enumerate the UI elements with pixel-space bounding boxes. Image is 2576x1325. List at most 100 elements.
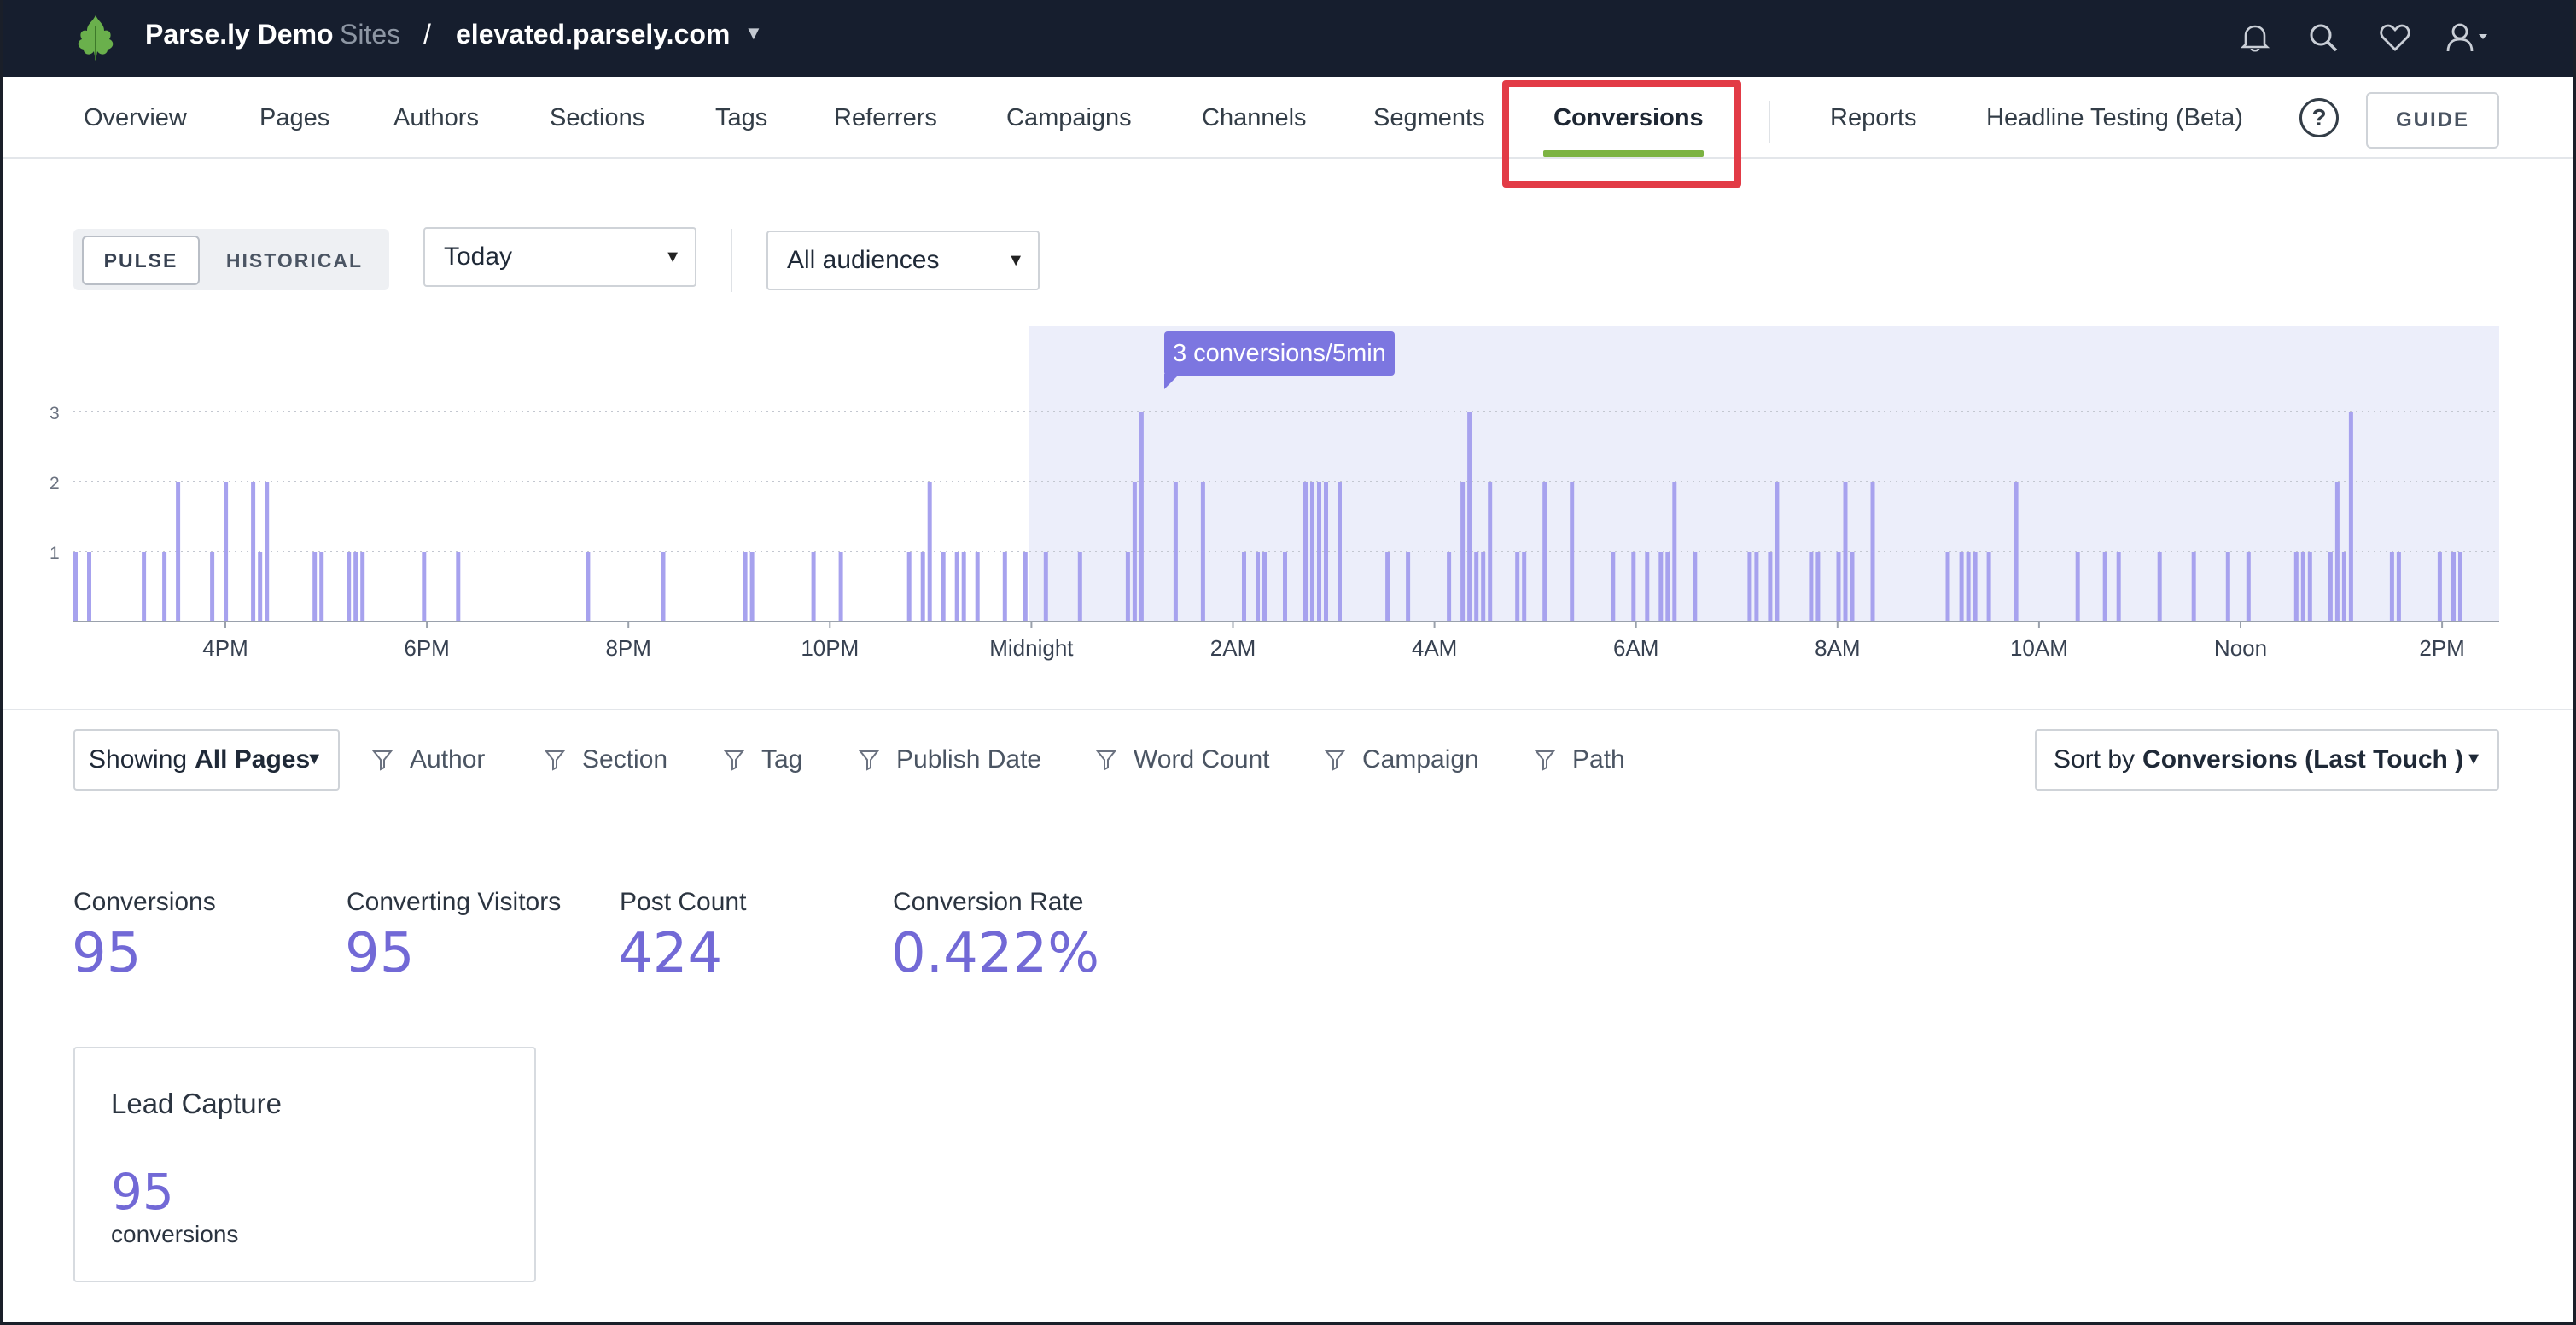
x-tick-label: 10AM — [2010, 635, 2068, 661]
nav-conversions[interactable]: Conversions — [1553, 104, 1704, 131]
highlight-box — [1502, 80, 1741, 188]
filter-icon — [1325, 750, 1345, 771]
site-selector[interactable]: elevated.parsely.com — [456, 19, 731, 50]
chart-bar — [2348, 412, 2353, 622]
tooltip-pointer — [1164, 374, 1180, 389]
active-tab-indicator — [1543, 150, 1704, 157]
metric-conversions-label: Conversions — [73, 888, 216, 916]
chart-bar — [1611, 552, 1616, 622]
sort-value: Conversions (Last Touch ) — [2142, 745, 2464, 773]
chart-bar — [1966, 552, 1971, 622]
chart-bar — [1850, 552, 1855, 622]
filter-publish-date-label: Publish Date — [896, 745, 1042, 773]
search-icon[interactable] — [2303, 17, 2344, 58]
chart-tooltip: 3 conversions/5min — [1164, 331, 1395, 376]
sort-prefix: Sort by — [2054, 745, 2136, 773]
chart-bar — [1672, 482, 1677, 622]
chart-bar — [1658, 552, 1664, 622]
filter-word-count[interactable]: Word Count — [1096, 743, 1270, 777]
chart-bar — [941, 552, 946, 622]
metric-post-count-label: Post Count — [620, 888, 747, 916]
metric-converting-visitors-label: Converting Visitors — [347, 888, 562, 916]
nav-channels[interactable]: Channels — [1202, 104, 1307, 131]
date-range-select[interactable]: Today ▼ — [423, 227, 696, 287]
nav-segments[interactable]: Segments — [1373, 104, 1485, 131]
parsely-leaf-logo[interactable] — [70, 12, 121, 63]
chart-bar — [2014, 482, 2019, 622]
org-name[interactable]: Parse.ly Demo — [145, 19, 334, 50]
x-tick-label: Midnight — [989, 635, 1074, 661]
filter-publish-date[interactable]: Publish Date — [859, 743, 1041, 777]
caret-down-icon: ▼ — [2465, 750, 2482, 768]
x-tick-label: 4PM — [202, 635, 248, 661]
sort-select[interactable]: Sort by Conversions (Last Touch ) ▼ — [2035, 729, 2499, 791]
chart-bar — [1242, 552, 1246, 622]
nav-referrers[interactable]: Referrers — [834, 104, 937, 131]
y-tick-label: 2 — [50, 474, 60, 493]
chart-bar — [162, 552, 167, 622]
chart-bar — [1945, 552, 1950, 622]
nav-campaigns[interactable]: Campaigns — [1006, 104, 1132, 131]
x-tick-label: 10PM — [801, 635, 859, 661]
chart-bar — [1139, 412, 1144, 622]
filter-campaign-label: Campaign — [1362, 745, 1479, 773]
chart-bar — [210, 552, 215, 622]
chart-bar — [1132, 482, 1137, 622]
chart-bar — [1385, 552, 1390, 622]
filter-tag[interactable]: Tag — [724, 743, 802, 777]
help-icon[interactable]: ? — [2299, 98, 2339, 137]
x-tick-label: 4AM — [1412, 635, 1457, 661]
nav-pages[interactable]: Pages — [259, 104, 330, 131]
filter-campaign[interactable]: Campaign — [1325, 743, 1479, 777]
nav-authors[interactable]: Authors — [393, 104, 479, 131]
chart-bar — [1570, 482, 1575, 622]
filter-icon — [545, 750, 565, 771]
chart-bar — [838, 552, 843, 622]
chart-bar — [1747, 552, 1752, 622]
guide-button[interactable]: GUIDE — [2366, 92, 2499, 149]
y-tick-label: 1 — [50, 544, 60, 563]
chart-bar — [347, 552, 352, 622]
sites-link[interactable]: Sites — [340, 19, 401, 50]
chart-bar — [422, 552, 427, 622]
chart-bar — [2102, 552, 2107, 622]
audience-select[interactable]: All audiences ▼ — [766, 231, 1040, 290]
metric-conversion-rate-value: 0.422% — [891, 922, 1100, 985]
chart-bar — [927, 482, 932, 622]
chevron-down-icon[interactable]: ▼ — [744, 22, 763, 44]
chart-bar — [1809, 552, 1814, 622]
x-tick-label: 8AM — [1815, 635, 1860, 661]
chart-bar — [2396, 552, 2401, 622]
filter-path[interactable]: Path — [1535, 743, 1625, 777]
showing-select[interactable]: Showing All Pages ▼ — [73, 729, 340, 791]
nav-headline-testing[interactable]: Headline Testing (Beta) — [1986, 104, 2243, 131]
nav-overview[interactable]: Overview — [84, 104, 187, 131]
chart-bar — [1836, 552, 1841, 622]
pulse-toggle[interactable]: PULSE — [82, 236, 200, 285]
chart-bar — [1665, 552, 1670, 622]
filter-author[interactable]: Author — [372, 743, 485, 777]
chart-bar — [1043, 552, 1048, 622]
bell-icon[interactable] — [2235, 17, 2276, 58]
caret-down-icon: ▼ — [306, 750, 323, 768]
nav-tags[interactable]: Tags — [715, 104, 768, 131]
x-tick-label: 6PM — [404, 635, 449, 661]
user-icon[interactable] — [2445, 17, 2496, 58]
filter-icon — [1096, 750, 1116, 771]
filter-icon — [724, 750, 744, 771]
chart-bar — [1775, 482, 1780, 622]
metric-conversions-value: 95 — [72, 922, 142, 985]
filter-section[interactable]: Section — [545, 743, 667, 777]
nav-sections[interactable]: Sections — [550, 104, 645, 131]
chart-bar — [456, 552, 461, 622]
historical-toggle[interactable]: HISTORICAL — [225, 248, 364, 271]
lead-capture-card[interactable]: Lead Capture 95 conversions — [73, 1047, 536, 1282]
chart-bar — [1023, 552, 1028, 622]
heart-icon[interactable] — [2375, 17, 2416, 58]
chart-bar — [661, 552, 666, 622]
nav-reports[interactable]: Reports — [1830, 104, 1917, 131]
chart-bar — [251, 482, 256, 622]
chart-bar — [1768, 552, 1773, 622]
chart-bar — [2300, 552, 2305, 622]
chart-bar — [1324, 482, 1328, 622]
